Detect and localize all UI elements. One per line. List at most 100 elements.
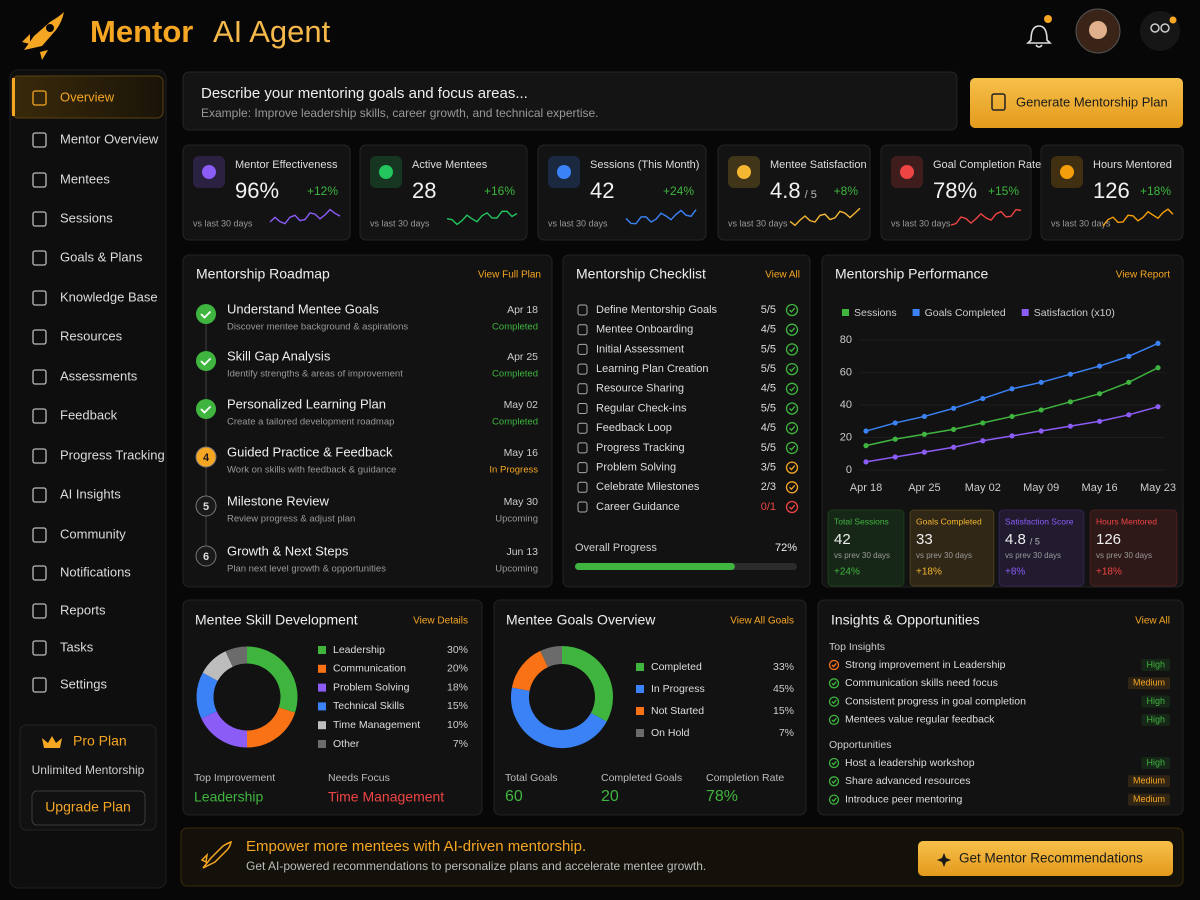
legend-value: 7% bbox=[779, 727, 794, 739]
stat-label: Hours Mentored bbox=[1096, 516, 1157, 526]
prompt-box[interactable] bbox=[182, 71, 958, 131]
legend-value: 20% bbox=[447, 663, 468, 675]
nav-item[interactable]: Community bbox=[60, 526, 126, 541]
step-title: Growth & Next Steps bbox=[227, 543, 349, 558]
nav-item[interactable]: Reports bbox=[60, 602, 106, 617]
nav-item[interactable]: Tasks bbox=[60, 639, 94, 654]
panel-link[interactable]: View Details bbox=[413, 616, 468, 627]
step-date: Apr 18 bbox=[507, 304, 538, 316]
panel-title: Mentee Goals Overview bbox=[506, 612, 656, 628]
panel-link[interactable]: View All bbox=[765, 270, 800, 281]
checklist-score: 4/5 bbox=[761, 324, 776, 336]
nav-item[interactable]: Mentees bbox=[60, 171, 110, 186]
nav-item[interactable]: Notifications bbox=[60, 564, 131, 579]
checklist-score: 5/5 bbox=[761, 442, 776, 454]
kpi-label: Sessions (This Month) bbox=[590, 159, 699, 171]
insight-icon bbox=[828, 776, 840, 787]
stat-card bbox=[909, 509, 995, 587]
checklist-state bbox=[785, 303, 799, 317]
kpi-label: Hours Mentored bbox=[1093, 159, 1172, 171]
nav-item[interactable]: Resources bbox=[60, 328, 123, 343]
nav-item[interactable]: Goals & Plans bbox=[60, 249, 143, 264]
insight-icon-tick bbox=[831, 761, 837, 766]
item-icon bbox=[577, 462, 588, 474]
brand: Mentor bbox=[90, 14, 193, 49]
series-point bbox=[1155, 340, 1161, 346]
legend-value: 15% bbox=[447, 700, 468, 712]
legend-label: On Hold bbox=[651, 727, 690, 739]
x-tick-label: Apr 25 bbox=[908, 482, 940, 494]
kpi-card bbox=[537, 144, 707, 241]
panel-link[interactable]: View All bbox=[1135, 616, 1170, 627]
step-desc: Review progress & adjust plan bbox=[227, 514, 355, 525]
panel-title: Mentorship Checklist bbox=[576, 266, 706, 282]
nav-item[interactable]: AI Insights bbox=[60, 486, 121, 501]
x-tick-label: May 09 bbox=[1023, 482, 1059, 494]
nav-item[interactable]: Overview bbox=[60, 89, 115, 104]
panel-link[interactable]: View Full Plan bbox=[478, 270, 541, 281]
upgrade-button[interactable] bbox=[31, 790, 146, 826]
crown-icon bbox=[42, 736, 62, 748]
checklist-state-tick bbox=[789, 366, 796, 372]
nav-icon bbox=[32, 90, 47, 106]
bell-icon[interactable] bbox=[1026, 25, 1052, 48]
footer-value: 78% bbox=[706, 788, 738, 805]
y-tick-label: 20 bbox=[840, 431, 852, 443]
series-point bbox=[921, 431, 928, 437]
kpi-change: +8% bbox=[834, 184, 859, 198]
kpi-change: +12% bbox=[307, 184, 338, 198]
nav-item[interactable]: Sessions bbox=[60, 210, 113, 225]
checklist-state bbox=[785, 461, 799, 474]
nav-item[interactable]: Feedback bbox=[60, 407, 118, 422]
donut-segment bbox=[225, 646, 248, 667]
stat-note: vs prev 30 days bbox=[1096, 551, 1152, 560]
stat-card bbox=[827, 509, 905, 587]
item-icon bbox=[577, 422, 588, 434]
panel-link[interactable]: View All Goals bbox=[730, 616, 794, 627]
generate-button[interactable] bbox=[970, 78, 1183, 128]
legend-value: 33% bbox=[773, 661, 794, 673]
series-point bbox=[863, 459, 869, 465]
step-status: Upcoming bbox=[495, 564, 538, 575]
series-point bbox=[1067, 371, 1073, 377]
item-icon bbox=[577, 363, 588, 375]
panel-link[interactable]: View Report bbox=[1116, 270, 1171, 281]
series-point bbox=[892, 420, 898, 426]
panel-title: Mentee Skill Development bbox=[195, 612, 358, 628]
nav-icon bbox=[32, 448, 47, 464]
nav-item[interactable]: Mentor Overview bbox=[60, 131, 159, 146]
nav-icon bbox=[32, 565, 47, 581]
series-point bbox=[980, 395, 986, 402]
step-marker bbox=[195, 495, 217, 517]
kpi-icon-glyph bbox=[900, 165, 914, 179]
recommend-button[interactable] bbox=[918, 841, 1173, 876]
kpi-icon-glyph bbox=[737, 165, 751, 179]
insight-icon bbox=[828, 678, 840, 689]
series-point bbox=[1009, 433, 1015, 439]
checklist-state-tick bbox=[789, 425, 796, 432]
insight-text: Introduce peer mentoring bbox=[845, 793, 962, 805]
insight-text: Communication skills need focus bbox=[845, 677, 998, 689]
nav-item[interactable]: Settings bbox=[60, 676, 107, 691]
checklist-score: 5/5 bbox=[761, 304, 776, 316]
nav-item[interactable]: Progress Tracking bbox=[60, 447, 165, 462]
sparkle-icon bbox=[937, 853, 951, 867]
legend-label: Time Management bbox=[333, 719, 420, 731]
legend-value: 10% bbox=[447, 719, 468, 731]
kpi-label: Mentor Effectiveness bbox=[235, 159, 338, 171]
y-tick-label: 40 bbox=[840, 399, 852, 411]
checklist-item: Progress Tracking bbox=[596, 442, 685, 454]
legend-swatch bbox=[318, 702, 326, 711]
nav-item[interactable]: Knowledge Base bbox=[60, 289, 158, 304]
step-title: Personalized Learning Plan bbox=[227, 396, 386, 411]
legend-label: Communication bbox=[333, 663, 406, 675]
insight-tag: High bbox=[1146, 696, 1165, 706]
legend-label: Other bbox=[333, 738, 360, 750]
doc-icon bbox=[991, 93, 1006, 111]
checklist-state-tick bbox=[789, 307, 796, 313]
nav-icon bbox=[32, 677, 47, 693]
series-point bbox=[1038, 428, 1044, 434]
insight-icon-tick bbox=[831, 663, 837, 668]
nav-item[interactable]: Assessments bbox=[60, 368, 138, 383]
